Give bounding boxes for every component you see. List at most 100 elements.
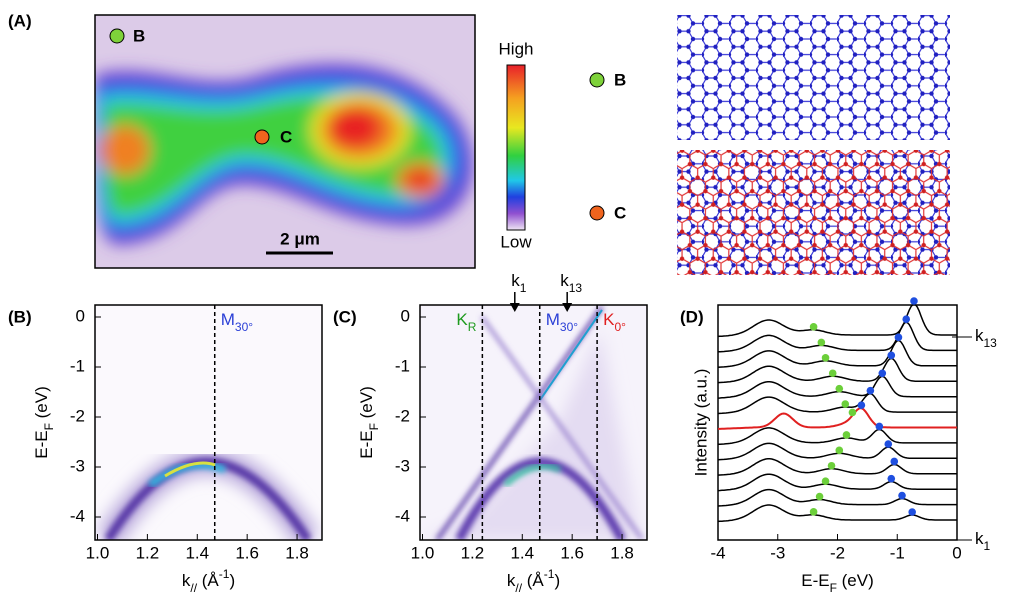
spectrum-curve [718, 407, 957, 430]
panel-label: (B) [8, 307, 32, 326]
point-marker [109, 28, 125, 44]
arrow-label-part: 1 [520, 281, 527, 295]
green-peak [842, 431, 851, 439]
panel-label: (A) [8, 11, 32, 30]
arpes-image [95, 305, 322, 540]
x-tick-label: -1 [890, 543, 905, 562]
x-tick-label: 1.6 [235, 543, 259, 562]
y-tick-label: 0 [76, 306, 85, 325]
x-tick-label: 1.6 [560, 543, 584, 562]
green-peak [835, 384, 844, 393]
y-tick-label: -1 [395, 356, 410, 375]
plot-frame [419, 304, 648, 541]
point-label: B [133, 26, 145, 45]
x-axis-title-part: ) [229, 571, 235, 590]
green-peak [827, 461, 836, 470]
x-axis-title-part: k [182, 571, 191, 590]
spatial-map [95, 15, 475, 268]
y-axis-title: Intensity (a.u.) [691, 369, 710, 477]
point-label: C [280, 127, 292, 146]
plot-frame [94, 304, 323, 541]
y-tick-label: -3 [70, 456, 85, 475]
blue-peak [902, 315, 911, 323]
green-peak [821, 354, 830, 362]
blue-peak [898, 491, 906, 500]
spectrum-curve [717, 458, 957, 476]
x-tick-label: -3 [770, 543, 785, 562]
marker-label-part: M [221, 310, 235, 329]
arrow-label-part: 13 [569, 281, 583, 295]
x-tick-label: -4 [710, 543, 725, 562]
green-peak [848, 408, 857, 417]
spectrum-curve [717, 504, 957, 523]
blue-peak [887, 474, 896, 483]
y-axis-title-part: (eV) [357, 386, 376, 423]
blue-peak [890, 457, 899, 466]
arpes-image [420, 305, 647, 540]
arrow-label: k13 [560, 271, 582, 295]
curve-label: k13 [975, 326, 997, 350]
marker-label-part: 30° [560, 320, 578, 334]
marker-label: K0° [603, 310, 626, 334]
y-tick-label: 0 [401, 306, 410, 325]
blue-peak [866, 386, 875, 395]
x-axis-title-part: (Å [197, 571, 219, 590]
marker-label-part: R [468, 320, 477, 334]
x-axis-title-part: ) [554, 571, 560, 590]
spectrum-curve [717, 473, 957, 492]
marker-label-part: K [603, 310, 615, 329]
x-tick-label: 1.4 [185, 543, 209, 562]
curve-label-part: 13 [984, 336, 998, 350]
curve-label-part: k [975, 529, 984, 548]
curve-label-part: 1 [984, 539, 991, 553]
y-tick-label: -4 [70, 506, 85, 525]
arrow-head [562, 303, 573, 312]
spectrum-curve [717, 392, 957, 415]
marker-label-part: 0° [614, 320, 626, 334]
y-axis-title-part: E-E [32, 430, 51, 458]
x-axis-title-part: k [507, 571, 516, 590]
x-tick-label: 1.0 [86, 543, 110, 562]
blue-peak [908, 508, 916, 516]
marker-label: M30° [546, 310, 579, 334]
marker-label: KR [456, 310, 476, 334]
x-tick-label: 0 [952, 543, 961, 562]
arrow-head [509, 303, 520, 312]
x-axis-title-part: -1 [544, 567, 555, 581]
blue-peak [887, 351, 896, 360]
x-axis-title-part: (Å [522, 571, 544, 590]
green-peak [835, 446, 844, 455]
green-peak [815, 492, 824, 501]
spectrum-curve [717, 303, 957, 338]
x-axis-title: k// (Å-1) [507, 567, 560, 595]
x-tick-label: 1.8 [285, 543, 309, 562]
y-tick-label: -2 [395, 406, 410, 425]
x-axis-title: k// (Å-1) [182, 567, 235, 595]
map-frame [94, 14, 476, 269]
y-tick-label: -2 [70, 406, 85, 425]
y-axis-title-part: F [42, 423, 56, 430]
x-axis-title-part: (eV) [837, 571, 874, 590]
spectrum-curve [717, 488, 957, 507]
y-tick-label: -3 [395, 456, 410, 475]
green-peak [821, 477, 830, 485]
blue-peak [894, 333, 903, 342]
x-axis-title-part: // [515, 581, 522, 595]
blue-peak [875, 422, 884, 431]
y-axis-title: E-EF (eV) [32, 386, 56, 459]
x-axis-title-part: F [830, 581, 837, 595]
x-axis-title-part: // [190, 581, 197, 595]
green-peak [817, 338, 826, 347]
x-tick-label: -2 [830, 543, 845, 562]
arrow-label-part: k [560, 271, 569, 290]
legend-marker [589, 72, 605, 88]
arrow-label-part: k [511, 271, 520, 290]
y-axis-title-part: F [367, 423, 381, 430]
x-axis-title-part: -1 [219, 567, 230, 581]
green-peak [828, 369, 837, 378]
blue-peak [910, 297, 918, 305]
marker-label-part: 30° [235, 320, 253, 334]
blue-peak [857, 401, 866, 409]
spectrum-curve [717, 321, 957, 353]
